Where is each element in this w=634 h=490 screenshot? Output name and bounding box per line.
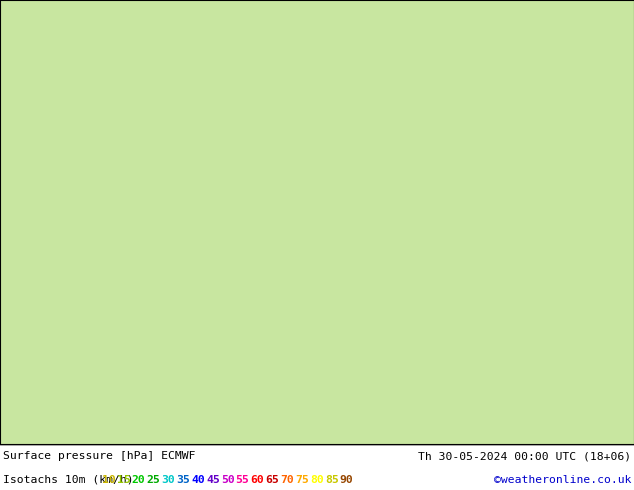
Text: Surface pressure [hPa] ECMWF: Surface pressure [hPa] ECMWF bbox=[3, 451, 195, 462]
Text: 90: 90 bbox=[340, 475, 353, 485]
Text: 30: 30 bbox=[162, 475, 175, 485]
Text: 20: 20 bbox=[132, 475, 145, 485]
Text: 10: 10 bbox=[102, 475, 116, 485]
Text: 40: 40 bbox=[191, 475, 205, 485]
Text: Isotachs 10m (km/h): Isotachs 10m (km/h) bbox=[3, 475, 134, 485]
Text: 55: 55 bbox=[236, 475, 249, 485]
Text: 15: 15 bbox=[117, 475, 131, 485]
Text: 45: 45 bbox=[206, 475, 220, 485]
Text: 25: 25 bbox=[146, 475, 160, 485]
Text: 50: 50 bbox=[221, 475, 235, 485]
Text: 85: 85 bbox=[325, 475, 339, 485]
Text: 65: 65 bbox=[266, 475, 279, 485]
Text: 60: 60 bbox=[250, 475, 264, 485]
Text: ©weatheronline.co.uk: ©weatheronline.co.uk bbox=[493, 475, 631, 485]
Text: Th 30-05-2024 00:00 UTC (18+06): Th 30-05-2024 00:00 UTC (18+06) bbox=[418, 451, 631, 462]
Text: 70: 70 bbox=[280, 475, 294, 485]
Text: 80: 80 bbox=[310, 475, 323, 485]
Text: 35: 35 bbox=[176, 475, 190, 485]
Text: 75: 75 bbox=[295, 475, 309, 485]
